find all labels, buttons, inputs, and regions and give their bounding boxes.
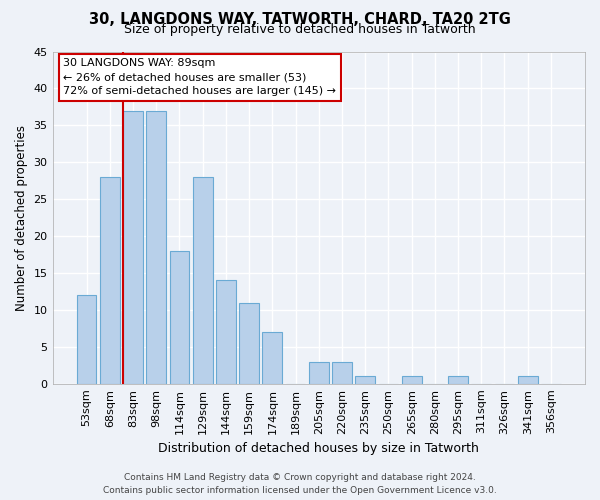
Text: Contains HM Land Registry data © Crown copyright and database right 2024.
Contai: Contains HM Land Registry data © Crown c… xyxy=(103,474,497,495)
Text: Size of property relative to detached houses in Tatworth: Size of property relative to detached ho… xyxy=(124,22,476,36)
Bar xyxy=(518,376,538,384)
Bar xyxy=(239,302,259,384)
Bar xyxy=(146,110,166,384)
Bar xyxy=(262,332,282,384)
Text: 30, LANGDONS WAY, TATWORTH, CHARD, TA20 2TG: 30, LANGDONS WAY, TATWORTH, CHARD, TA20 … xyxy=(89,12,511,28)
Bar xyxy=(309,362,329,384)
Bar xyxy=(123,110,143,384)
Text: 30 LANGDONS WAY: 89sqm
← 26% of detached houses are smaller (53)
72% of semi-det: 30 LANGDONS WAY: 89sqm ← 26% of detached… xyxy=(63,58,336,96)
Bar xyxy=(332,362,352,384)
Bar xyxy=(216,280,236,384)
Bar xyxy=(77,295,97,384)
Bar xyxy=(448,376,468,384)
Bar xyxy=(355,376,375,384)
X-axis label: Distribution of detached houses by size in Tatworth: Distribution of detached houses by size … xyxy=(158,442,479,455)
Bar xyxy=(193,177,212,384)
Bar xyxy=(170,251,190,384)
Bar xyxy=(402,376,422,384)
Y-axis label: Number of detached properties: Number of detached properties xyxy=(15,124,28,310)
Bar xyxy=(100,177,119,384)
